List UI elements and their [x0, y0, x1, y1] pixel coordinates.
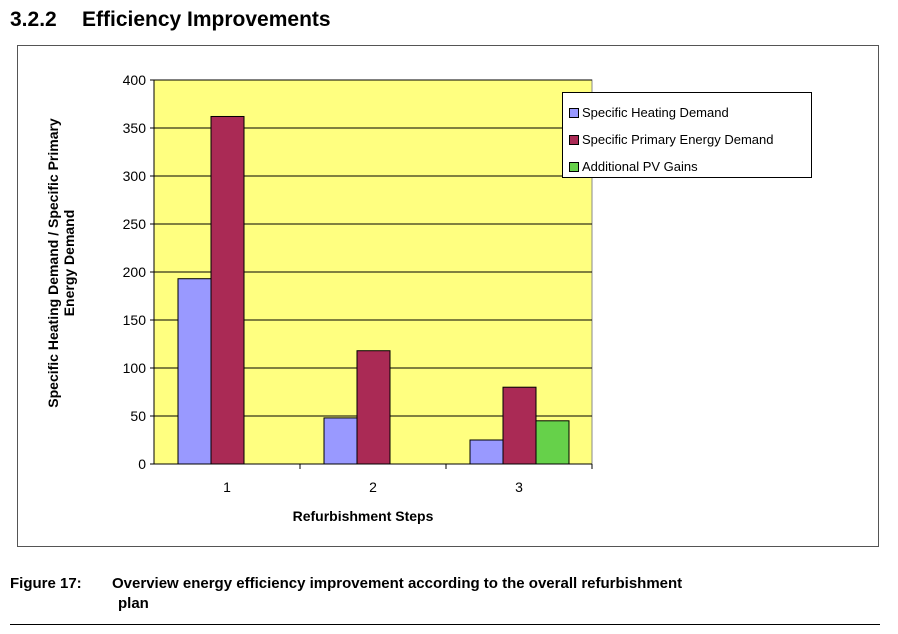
bar-heating-3 [469, 439, 504, 465]
y-tick-label: 250 [123, 216, 147, 232]
chart-legend: Specific Heating Demand Specific Primary… [562, 92, 812, 178]
bar-heating-2 [323, 417, 358, 465]
legend-label-pv: Additional PV Gains [582, 159, 698, 174]
y-tick-label: 50 [130, 408, 146, 424]
bar-pv-3 [535, 420, 570, 465]
legend-swatch-heating [569, 107, 579, 118]
legend-swatch-primary [569, 134, 579, 145]
y-tick-label: 200 [123, 264, 147, 280]
caption-line1: Overview energy efficiency improvement a… [112, 575, 683, 592]
bar-heating-1 [177, 278, 212, 465]
legend-item-primary: Specific Primary Energy Demand [563, 126, 811, 153]
x-tick-label: 1 [223, 479, 231, 495]
y-tick-label: 300 [123, 168, 147, 184]
figure-caption: Figure 17: Overview energy efficiency imp… [10, 574, 850, 614]
y-ticks: 0 50 100 150 200 250 300 350 400 [123, 72, 154, 472]
bottom-rule [10, 624, 880, 625]
legend-item-heating: Specific Heating Demand [563, 99, 811, 126]
y-tick-label: 150 [123, 312, 147, 328]
section-number: 3.2.2 [10, 8, 57, 31]
x-ticks: 1 2 3 [223, 464, 593, 495]
y-axis-title-line1: Specific Heating Demand / Specific Prima… [45, 118, 61, 408]
legend-label-primary: Specific Primary Energy Demand [582, 132, 774, 147]
legend-item-pv: Additional PV Gains [563, 153, 811, 180]
x-axis-title: Refurbishment Steps [293, 508, 434, 524]
section-title: Efficiency Improvements [82, 8, 331, 31]
section-heading: 3.2.2 Efficiency Improvements [10, 8, 331, 32]
legend-label-heating: Specific Heating Demand [582, 105, 729, 120]
bar-primary-1 [210, 115, 245, 465]
bar-primary-2 [356, 350, 391, 465]
x-tick-label: 2 [369, 479, 377, 495]
y-axis-title-line2: Energy Demand [61, 210, 77, 317]
y-tick-label: 0 [138, 456, 146, 472]
y-tick-label: 100 [123, 360, 147, 376]
figure-label: Figure 17: [10, 575, 82, 592]
bar-primary-3 [502, 386, 537, 465]
y-tick-label: 350 [123, 120, 147, 136]
caption-line2: plan [118, 595, 149, 612]
bars [177, 115, 570, 465]
legend-swatch-pv [569, 161, 579, 172]
x-tick-label: 3 [515, 479, 523, 495]
y-tick-label: 400 [123, 72, 147, 88]
